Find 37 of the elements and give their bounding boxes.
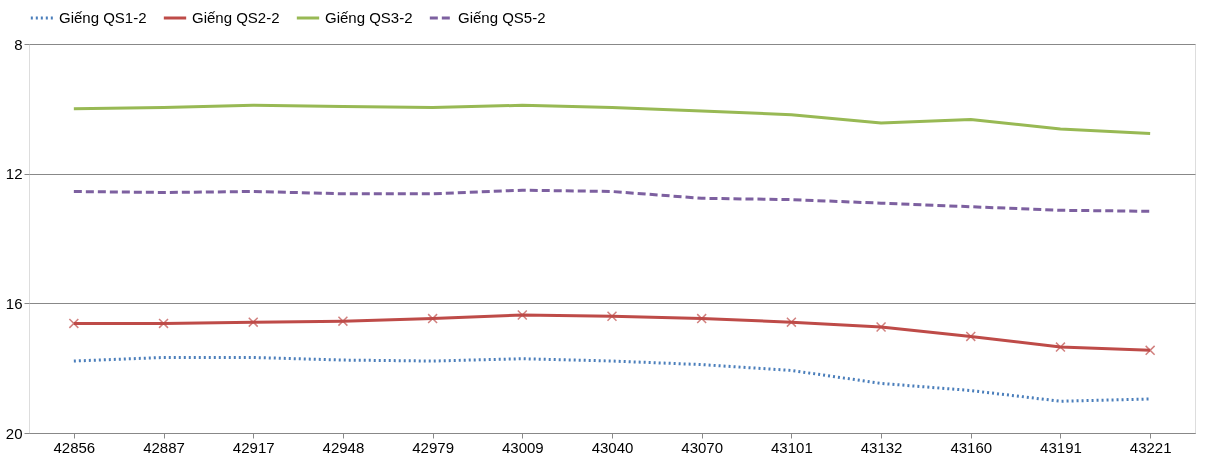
line-series (72, 355, 1152, 403)
point (517, 309, 528, 321)
point (786, 316, 797, 328)
line-series (72, 103, 1152, 135)
x-tick-label: 43040 (591, 438, 634, 456)
point (965, 331, 976, 342)
point (875, 321, 887, 333)
point (337, 315, 349, 327)
x-tick-label: 43070 (681, 438, 724, 456)
point (68, 318, 80, 329)
x-tick-label: 42856 (53, 438, 96, 456)
legend-label: Giếng QS1-2 (59, 9, 147, 26)
y-tick-label: 8 (14, 35, 23, 53)
x-tick-label: 43101 (771, 438, 813, 456)
legend-label: Giếng QS3-2 (325, 9, 413, 26)
point (248, 316, 259, 328)
point (1144, 345, 1156, 356)
point (158, 318, 169, 329)
x-tick-label: 43221 (1129, 438, 1172, 456)
x-tick-label: 43132 (860, 438, 903, 456)
legend-label: Giếng QS2-2 (192, 9, 280, 26)
point (1055, 341, 1066, 353)
x-tick-label: 43160 (950, 438, 993, 456)
y-tick-label: 12 (5, 165, 23, 183)
point (427, 313, 438, 324)
x-tick-label: 43191 (1040, 438, 1082, 456)
legend-label: Giếng QS5-2 (458, 9, 546, 26)
point (606, 311, 618, 322)
point (696, 313, 707, 324)
x-tick-label: 43009 (501, 438, 544, 456)
line-series (72, 188, 1152, 213)
x-tick-label: 42917 (232, 438, 275, 456)
y-tick-label: 16 (5, 294, 23, 312)
x-tick-label: 42887 (143, 438, 185, 456)
y-tick-label: 20 (5, 424, 23, 442)
x-tick-label: 42979 (412, 438, 454, 456)
x-tick-label: 42948 (322, 438, 365, 456)
